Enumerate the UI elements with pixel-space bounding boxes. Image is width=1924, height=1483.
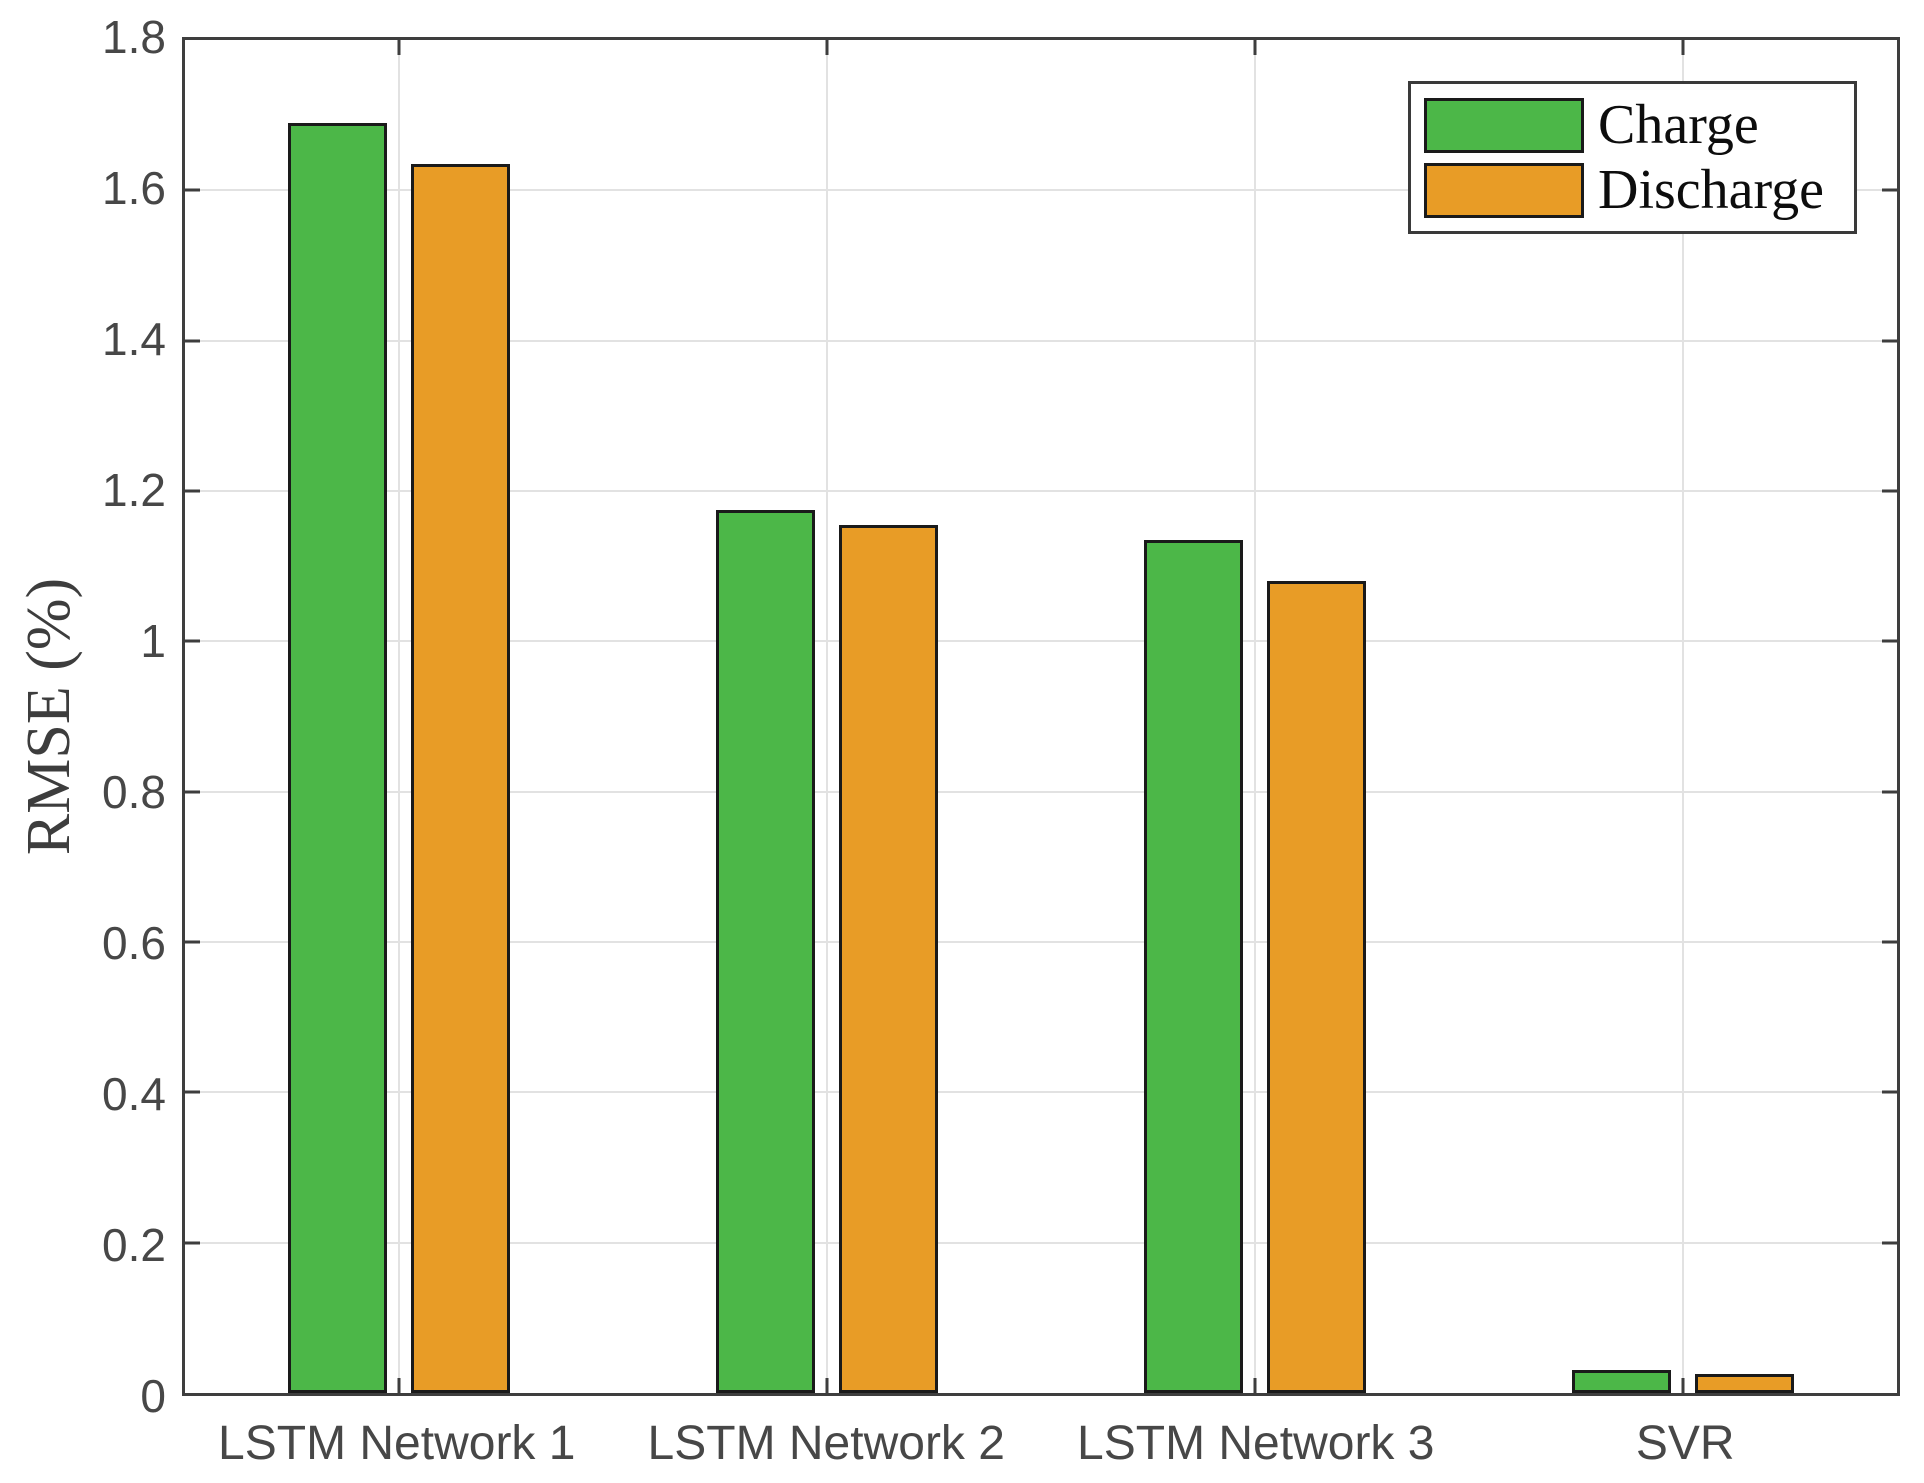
- gridline-horizontal: [185, 640, 1897, 643]
- bar-charge-1: [288, 122, 387, 1393]
- x-tick-label: SVR: [1635, 1417, 1735, 1470]
- legend-row: Discharge: [1424, 162, 1854, 218]
- gridline-horizontal: [185, 1091, 1897, 1094]
- bar-charge-2: [716, 509, 815, 1393]
- x-tick-mark: [1253, 40, 1257, 55]
- y-tick-label: 0.4: [102, 1068, 166, 1120]
- y-tick-mark: [1882, 489, 1897, 493]
- bar-group: [288, 40, 510, 1393]
- y-tick-mark: [1882, 339, 1897, 343]
- legend-swatch-discharge: [1424, 162, 1584, 218]
- bar-group: [1572, 40, 1794, 1393]
- bar-discharge-1: [411, 164, 510, 1393]
- y-axis-label-wrap: RMSE (%): [0, 37, 100, 1396]
- bar-charge-3: [1144, 539, 1243, 1393]
- gridline-horizontal: [185, 339, 1897, 342]
- y-tick-label: 1.2: [102, 464, 166, 516]
- y-tick-mark: [1882, 188, 1897, 192]
- y-tick-mark: [185, 790, 200, 794]
- y-tick-mark: [185, 489, 200, 493]
- y-tick-label: 1.8: [102, 11, 166, 63]
- gridline-vertical: [398, 40, 400, 1393]
- legend-row: Charge: [1424, 97, 1854, 153]
- legend: Charge Discharge: [1408, 81, 1857, 234]
- x-tick-label: LSTM Network 1: [218, 1417, 576, 1470]
- gridline-horizontal: [185, 790, 1897, 793]
- y-tick-label: 0.2: [102, 1219, 166, 1271]
- legend-label: Discharge: [1598, 159, 1824, 221]
- y-tick-label: 1.4: [102, 313, 166, 365]
- gridline-vertical: [1682, 40, 1684, 1393]
- x-tick-mark: [397, 40, 401, 55]
- y-tick-label: 0.6: [102, 917, 166, 969]
- legend-label: Charge: [1598, 94, 1759, 156]
- bar-group: [716, 40, 938, 1393]
- bar-discharge-3: [1267, 581, 1366, 1393]
- y-tick-mark: [185, 188, 200, 192]
- gridline-horizontal: [185, 189, 1897, 192]
- plot-area: [182, 37, 1900, 1396]
- bar-group: [1144, 40, 1366, 1393]
- y-tick-mark: [1882, 1241, 1897, 1245]
- y-tick-mark: [1882, 940, 1897, 944]
- x-tick-mark: [825, 40, 829, 55]
- x-tick-mark: [1681, 40, 1685, 55]
- y-tick-mark: [1882, 1090, 1897, 1094]
- bar-discharge-2: [839, 524, 938, 1393]
- x-tick-mark: [397, 1378, 401, 1393]
- y-tick-mark: [185, 1090, 200, 1094]
- y-tick-mark: [185, 1241, 200, 1245]
- gridline-horizontal: [185, 1241, 1897, 1244]
- y-tick-label: 0: [140, 1370, 166, 1422]
- gridline-vertical: [826, 40, 828, 1393]
- y-tick-label: 0.8: [102, 766, 166, 818]
- y-tick-label: 1: [140, 615, 166, 667]
- bar-charge-4: [1572, 1370, 1671, 1393]
- y-tick-mark: [1882, 790, 1897, 794]
- gridline-vertical: [1254, 40, 1256, 1393]
- x-tick-mark: [1253, 1378, 1257, 1393]
- x-tick-mark: [1681, 1378, 1685, 1393]
- y-tick-label: 1.6: [102, 162, 166, 214]
- y-tick-mark: [185, 339, 200, 343]
- legend-swatch-charge: [1424, 97, 1584, 153]
- y-tick-mark: [1882, 639, 1897, 643]
- x-tick-label: LSTM Network 2: [647, 1417, 1005, 1470]
- gridline-horizontal: [185, 940, 1897, 943]
- y-tick-mark: [185, 940, 200, 944]
- bar-discharge-4: [1695, 1374, 1794, 1393]
- x-tick-label: LSTM Network 3: [1077, 1417, 1435, 1470]
- x-tick-mark: [825, 1378, 829, 1393]
- y-tick-mark: [185, 639, 200, 643]
- gridline-horizontal: [185, 489, 1897, 492]
